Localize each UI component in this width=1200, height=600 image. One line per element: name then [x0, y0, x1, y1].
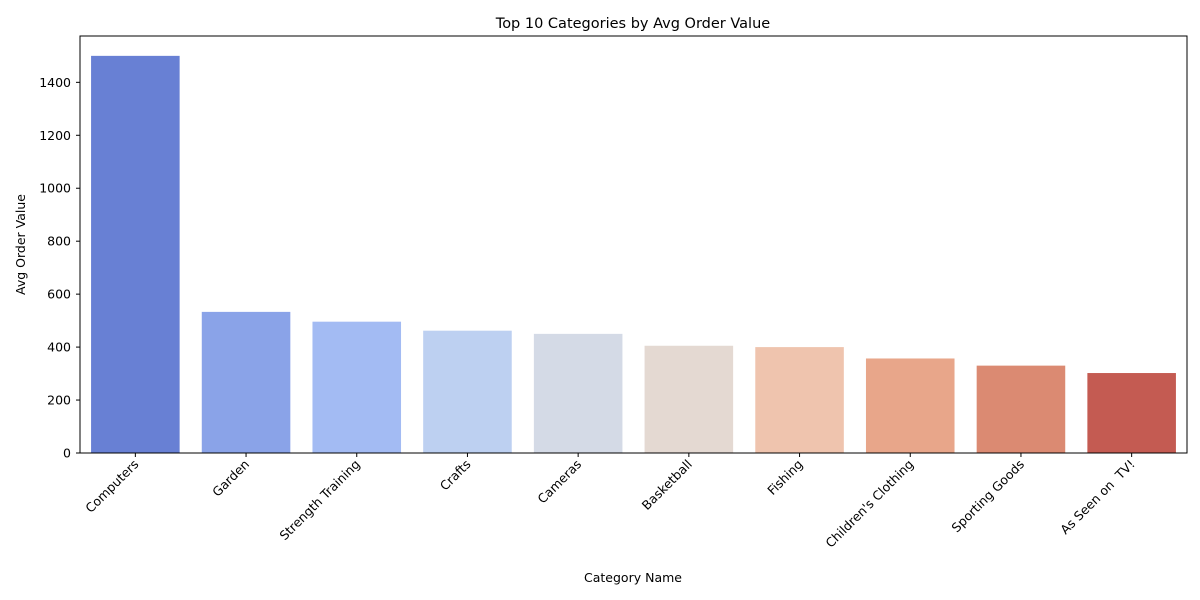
x-tick-label: As Seen on TV! [1057, 457, 1138, 538]
bar-2 [312, 321, 402, 453]
chart-title: Top 10 Categories by Avg Order Value [495, 16, 770, 32]
x-tick-label: Computers [82, 457, 141, 516]
y-tick-label: 0 [63, 446, 71, 461]
y-axis: 0 200 400 600 800 1000 1200 1400 [39, 75, 80, 461]
bar-9 [1087, 373, 1176, 453]
y-tick-label: 1000 [39, 181, 71, 196]
y-tick-label: 600 [47, 287, 71, 302]
bars [91, 55, 1176, 454]
x-tick-label: Strength Training [276, 457, 363, 544]
x-tick-label: Basketball [639, 457, 695, 513]
bar-6 [755, 347, 844, 453]
x-tick-label: Crafts [437, 457, 474, 494]
y-tick-label: 800 [47, 234, 71, 249]
x-tick-label: Children's Clothing [822, 457, 916, 551]
bar-5 [644, 345, 734, 453]
plot-frame [79, 35, 1188, 454]
y-tick-label: 1400 [39, 75, 71, 90]
bar-1 [201, 311, 291, 453]
x-axis: Computers Garden Strength Training Crafts Ca… [82, 453, 1138, 551]
x-tick-label: Garden [209, 457, 252, 500]
x-tick-label: Cameras [534, 457, 584, 507]
bar-8 [976, 365, 1066, 453]
y-tick-label: 200 [47, 393, 71, 408]
x-axis-label: Category Name [584, 570, 682, 585]
bar-0 [91, 55, 180, 454]
y-axis-label: Avg Order Value [13, 194, 28, 295]
y-tick-label: 1200 [39, 128, 71, 143]
bar-3 [423, 330, 512, 453]
bar-4 [533, 333, 623, 453]
x-tick-label: Sporting Goods [948, 457, 1027, 536]
x-tick-label: Fishing [764, 457, 805, 498]
y-tick-label: 400 [47, 340, 71, 355]
bar-7 [865, 358, 955, 453]
